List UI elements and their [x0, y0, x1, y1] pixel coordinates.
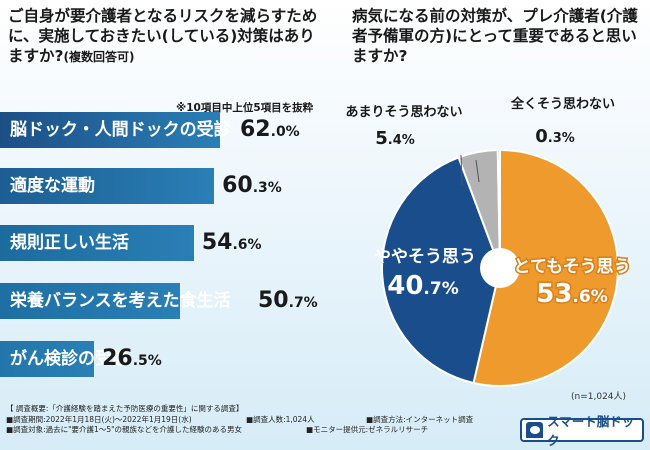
bar-value-5: 26.5% — [102, 346, 162, 371]
sample-size-note: (n=1,024人) — [571, 392, 627, 402]
right-question: 病気になる前の対策が、プレ介護者(介護者予備軍の方)にとって重要であると思います… — [352, 7, 638, 65]
pie-value-1: 53.6% — [536, 279, 608, 309]
bar-label-3: 規則正しい生活 — [10, 233, 129, 253]
pie-label-3: あまりそう思わない — [345, 105, 462, 120]
left-question: ご自身が要介護者となるリスクを減らすために、実施しておきたい(している)対策はあ… — [8, 6, 328, 67]
pie-value-2: 40.7% — [387, 271, 459, 301]
bar-4 — [0, 283, 180, 319]
bar-label-1: 脳ドック・人間ドックの受診 — [10, 120, 231, 140]
pie-label-1: とてもそう思う — [513, 257, 630, 277]
footer-provider: ■モニター提供元:ゼネラルリサーチ — [306, 425, 429, 434]
left-question-text: ご自身が要介護者となるリスクを減らすために、実施しておきたい(している)対策はあ… — [8, 7, 318, 65]
bar-2 — [0, 168, 215, 204]
footer-title: 【 調査概要:「介護経験を踏まえた予防医療の重要性」に関する調査】 — [6, 404, 244, 413]
brand-logo: スマート脳ドック — [520, 414, 644, 448]
leader-line-1 — [460, 154, 463, 186]
pie-slice-1 — [472, 148, 619, 387]
top5-note: ※10項目中上位5項目を抜粋 — [176, 102, 314, 114]
pie-slice-2 — [381, 156, 502, 385]
brain-icon — [526, 422, 544, 438]
bar-3 — [0, 225, 194, 261]
bar-1 — [0, 112, 221, 148]
bar-value-4: 50.7% — [258, 288, 318, 313]
pie-value-4: 0.3% — [535, 126, 575, 147]
footer-target: ■調査対象:過去に"要介護1〜5"の親族などを介護した経験のある男女 — [6, 425, 243, 434]
pie-label-4: 全くそう思わない — [510, 96, 615, 112]
bar-value-1: 62.0% — [240, 117, 300, 142]
footer-period: ■調査期間:2022年1月18日(火)〜2022年1月19日(水) — [6, 414, 192, 424]
bar-value-3: 54.6% — [201, 230, 262, 255]
survey-footer: 【 調査概要:「介護経験を踏まえた予防医療の重要性」に関する調査】 ■調査期間:… — [6, 404, 526, 436]
footer-count: ■調査人数:1,024人 — [246, 414, 315, 424]
bar-label-4: 栄養バランスを考えた食生活 — [10, 291, 231, 311]
brand-logo-text: スマート脳ドック — [547, 414, 635, 448]
footer-method: ■調査方法:インターネット調査 — [366, 414, 474, 424]
bar-label-2: 適度な運動 — [10, 176, 95, 196]
pie-slice-4 — [496, 148, 501, 269]
leader-line-2 — [475, 159, 480, 183]
pie-center-hole — [480, 248, 520, 288]
bar-label-5: がん検診の受診 — [10, 349, 129, 369]
pie-label-2: ややそう思う — [374, 247, 476, 267]
left-question-suffix: (複数回答可) — [63, 50, 135, 64]
bar-5 — [0, 341, 95, 377]
bar-value-2: 60.3% — [222, 173, 282, 198]
pie-value-3: 5.4% — [375, 128, 415, 149]
